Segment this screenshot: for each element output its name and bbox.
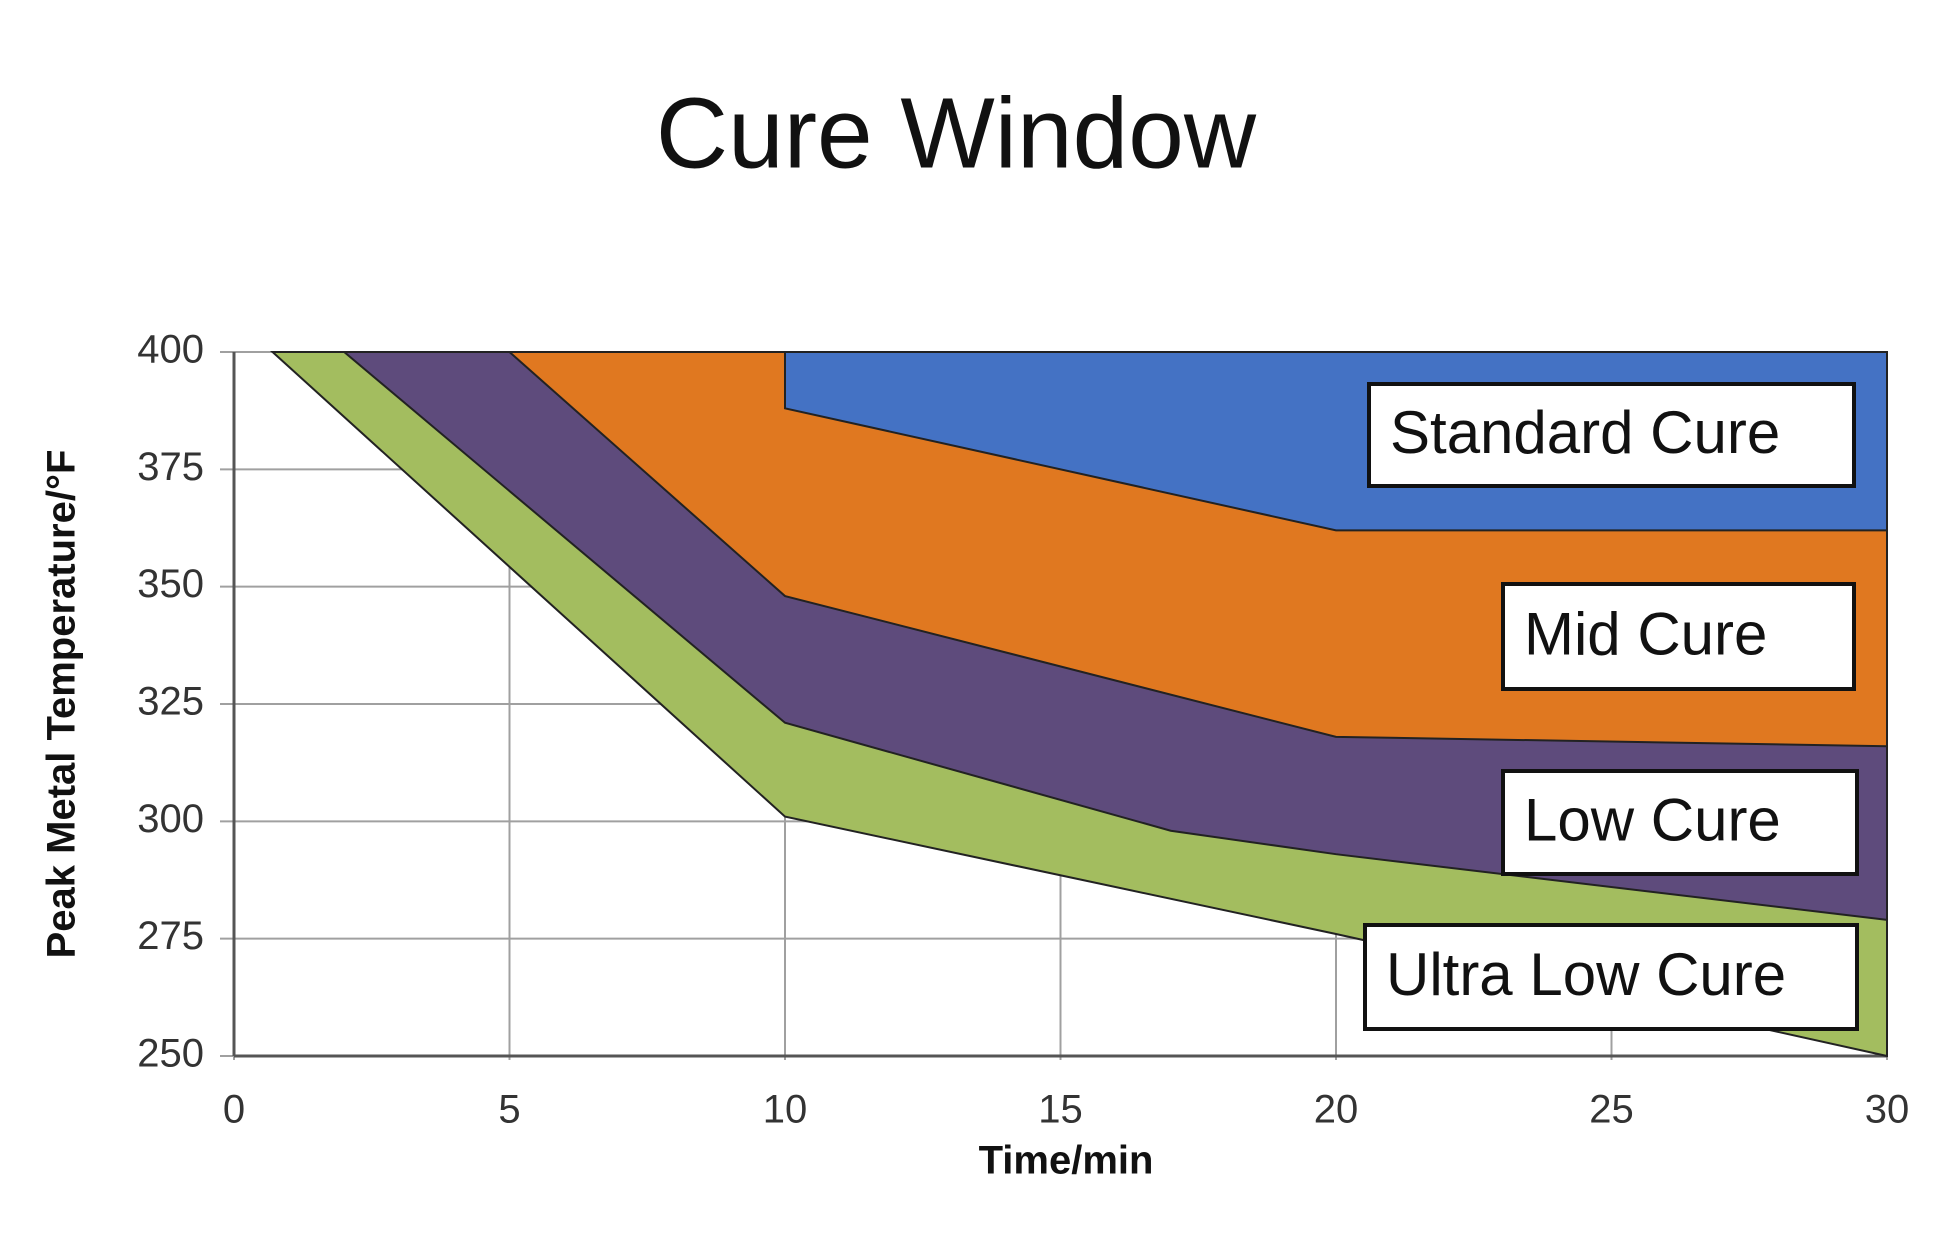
ticks: 250 275 300 325 350 375 400 0 5 10 15 20 25 30: [137, 328, 1909, 1132]
y-tick-label: 400: [137, 328, 204, 372]
chart-title: Cure Window: [656, 77, 1257, 189]
series-label: Low Cure: [1524, 786, 1781, 853]
x-tick-label: 0: [223, 1088, 245, 1132]
x-tick-label: 15: [1038, 1088, 1083, 1132]
series-label: Mid Cure: [1524, 600, 1767, 667]
label-box: [1363, 923, 1859, 1031]
x-tick-label: 30: [1865, 1088, 1910, 1132]
label-box: [1501, 769, 1859, 876]
x-tick-label: 25: [1589, 1088, 1634, 1132]
y-tick-label: 250: [137, 1032, 204, 1076]
y-tick-label: 375: [137, 445, 204, 489]
series-label: Ultra Low Cure: [1386, 941, 1786, 1008]
y-tick-label: 275: [137, 914, 204, 958]
label-box: [1501, 582, 1856, 691]
y-tick-label: 325: [137, 680, 204, 724]
x-tick-label: 20: [1314, 1088, 1359, 1132]
x-axis-label: Time/min: [979, 1139, 1154, 1183]
x-tick-label: 5: [498, 1088, 520, 1132]
labels: Standard Cure Mid Cure Low Cure Ultra Low C…: [1363, 382, 1859, 1031]
x-tick-label: 10: [763, 1088, 808, 1132]
y-tick-label: 300: [137, 797, 204, 841]
series-label: Standard Cure: [1390, 399, 1780, 466]
label-box: [1367, 382, 1856, 488]
y-axis-label: Peak Metal Temperature/°F: [40, 450, 84, 959]
y-tick-label: 350: [137, 562, 204, 606]
